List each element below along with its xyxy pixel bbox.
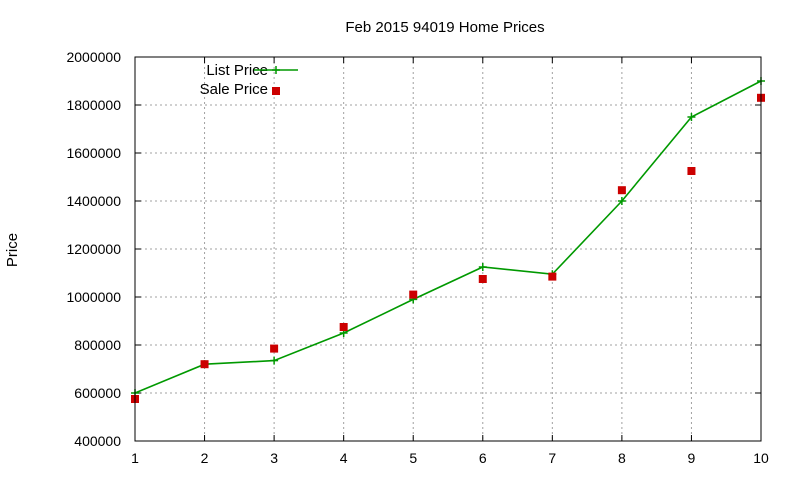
series-sale-price — [131, 93, 765, 403]
list-price-point — [270, 356, 279, 365]
list-price-point — [687, 113, 696, 121]
x-tick-label: 1 — [131, 450, 139, 466]
sale-price-point — [478, 275, 487, 283]
y-tick-label: 400000 — [74, 433, 121, 449]
x-tick-label: 9 — [688, 450, 696, 466]
list-price-line — [134, 80, 762, 394]
sale-price-point — [270, 344, 279, 353]
y-tick-label: 1000000 — [66, 289, 121, 305]
list-price-point — [478, 263, 487, 271]
y-tick-label: 1200000 — [66, 241, 121, 257]
x-tick-label: 5 — [409, 450, 417, 466]
x-tick-label: 8 — [618, 450, 626, 466]
series-layer — [131, 77, 765, 403]
legend-plus-marker — [272, 66, 280, 74]
y-tick-label: 2000000 — [66, 49, 121, 65]
series-list-price — [131, 77, 765, 397]
axis-ticks: 400000 600000 800000 1000000 1200000 1400000 1… — [66, 49, 769, 466]
sale-price-point — [687, 167, 696, 175]
y-tick-label: 1800000 — [66, 97, 121, 113]
x-tick-label: 10 — [753, 450, 769, 466]
y-tick-label: 600000 — [74, 385, 121, 401]
legend: List Price Sale Price — [200, 62, 298, 98]
y-axis-label: Price — [4, 233, 21, 267]
sale-price-point — [200, 360, 209, 369]
grid-lines — [135, 57, 761, 441]
y-tick-label: 1400000 — [66, 193, 121, 209]
sale-price-point — [617, 186, 626, 195]
x-tick-label: 2 — [201, 450, 209, 466]
chart-title: Feb 2015 94019 Home Prices — [345, 19, 544, 36]
legend-label: Sale Price — [200, 81, 268, 98]
plot-frame — [134, 56, 762, 442]
x-tick-label: 4 — [340, 450, 348, 466]
list-price-point — [617, 197, 626, 205]
sale-price-point — [339, 323, 348, 331]
y-tick-label: 800000 — [74, 337, 121, 353]
legend-square-swatch — [272, 87, 280, 95]
y-tick-label: 1600000 — [66, 145, 121, 161]
x-tick-label: 6 — [479, 450, 487, 466]
x-tick-label: 3 — [270, 450, 278, 466]
legend-label: List Price — [206, 62, 268, 79]
sale-price-point — [409, 290, 418, 299]
x-tick-label: 7 — [548, 450, 556, 466]
sale-price-point — [548, 272, 557, 281]
